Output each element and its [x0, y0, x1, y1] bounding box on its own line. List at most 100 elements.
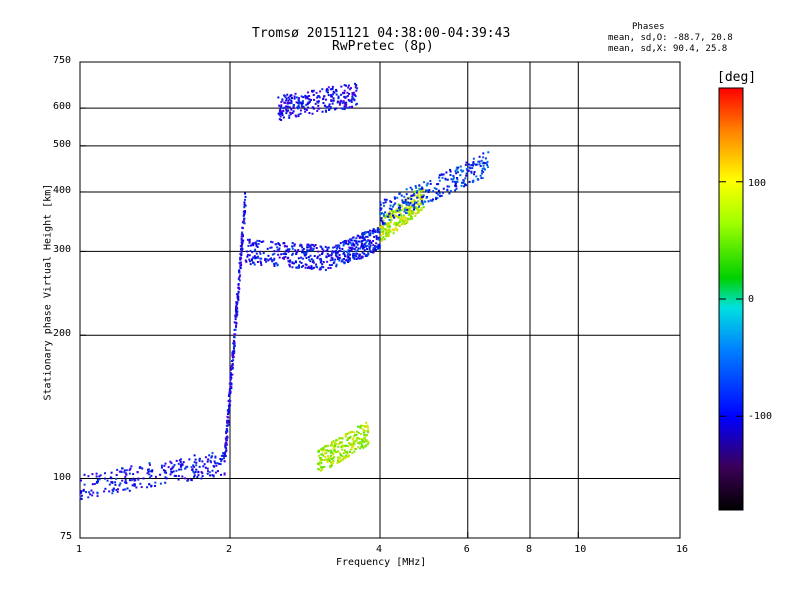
data-point [361, 235, 364, 238]
data-point [363, 233, 366, 236]
data-point [361, 240, 364, 243]
data-point [238, 271, 241, 274]
data-point [177, 462, 180, 465]
data-point [317, 468, 320, 471]
data-point [303, 254, 306, 257]
data-point [236, 296, 239, 299]
data-point [327, 105, 330, 108]
data-point [103, 472, 106, 475]
data-point [326, 458, 329, 461]
data-point [355, 258, 358, 261]
data-point [256, 260, 259, 263]
data-point [350, 444, 353, 447]
data-point [421, 187, 424, 190]
data-point [310, 265, 313, 268]
data-point [343, 253, 346, 256]
data-point [172, 470, 175, 473]
data-point [340, 99, 343, 102]
data-point [218, 462, 221, 465]
data-point [297, 96, 300, 99]
data-point [284, 255, 287, 258]
data-point [332, 457, 335, 460]
data-point [363, 237, 366, 240]
data-point [352, 444, 355, 447]
data-point [455, 172, 458, 175]
data-point [278, 256, 281, 259]
data-point [324, 98, 327, 101]
data-point [241, 248, 244, 251]
data-point [373, 248, 376, 251]
data-point [408, 208, 411, 211]
data-point [331, 461, 334, 464]
data-point [230, 385, 233, 388]
data-point [455, 187, 458, 190]
data-point [345, 242, 348, 245]
data-point [235, 324, 238, 327]
data-point [242, 239, 245, 242]
data-point [349, 259, 352, 262]
data-point [213, 460, 216, 463]
data-point [335, 253, 338, 256]
data-point [361, 251, 364, 254]
data-point [312, 106, 315, 109]
data-point [478, 160, 481, 163]
data-point [275, 262, 278, 265]
data-point [417, 194, 420, 197]
data-point [406, 208, 409, 211]
data-point [246, 255, 249, 258]
data-point [343, 456, 346, 459]
data-point [393, 196, 396, 199]
data-point [285, 99, 288, 102]
data-point [332, 97, 335, 100]
data-point [268, 258, 271, 261]
data-point [331, 257, 334, 260]
data-point [236, 306, 239, 309]
data-point [291, 245, 294, 248]
data-point [234, 315, 237, 318]
data-point [256, 245, 259, 248]
data-point [224, 443, 227, 446]
data-point [379, 203, 382, 206]
data-point [465, 167, 468, 170]
data-point [335, 263, 338, 266]
data-point [350, 448, 353, 451]
data-point [186, 479, 189, 482]
data-point [388, 225, 391, 228]
data-point [347, 86, 350, 89]
data-point [148, 483, 151, 486]
data-point [256, 239, 259, 242]
data-point [448, 192, 451, 195]
data-point [313, 255, 316, 258]
data-point [413, 203, 416, 206]
data-point [331, 251, 334, 254]
data-point [362, 239, 365, 242]
data-point [353, 255, 356, 258]
data-point [229, 378, 232, 381]
data-point [235, 325, 238, 328]
data-point [315, 91, 318, 94]
data-point [244, 195, 247, 198]
data-point [340, 93, 343, 96]
data-point [232, 342, 235, 345]
data-point [297, 104, 300, 107]
data-point [325, 250, 328, 253]
data-point [343, 84, 346, 87]
data-point [128, 479, 131, 482]
data-point [364, 235, 367, 238]
data-point [80, 479, 83, 482]
data-point [297, 98, 300, 101]
data-point [121, 467, 124, 470]
data-point [442, 187, 445, 190]
data-point [297, 249, 300, 252]
data-point [342, 241, 345, 244]
data-point [322, 266, 325, 269]
data-point [361, 233, 364, 236]
data-point [233, 342, 236, 345]
data-point [398, 213, 401, 216]
data-point [346, 432, 349, 435]
data-point [162, 469, 165, 472]
y-tick-label: 300 [53, 244, 72, 256]
data-point [484, 157, 487, 160]
data-point [234, 314, 237, 317]
